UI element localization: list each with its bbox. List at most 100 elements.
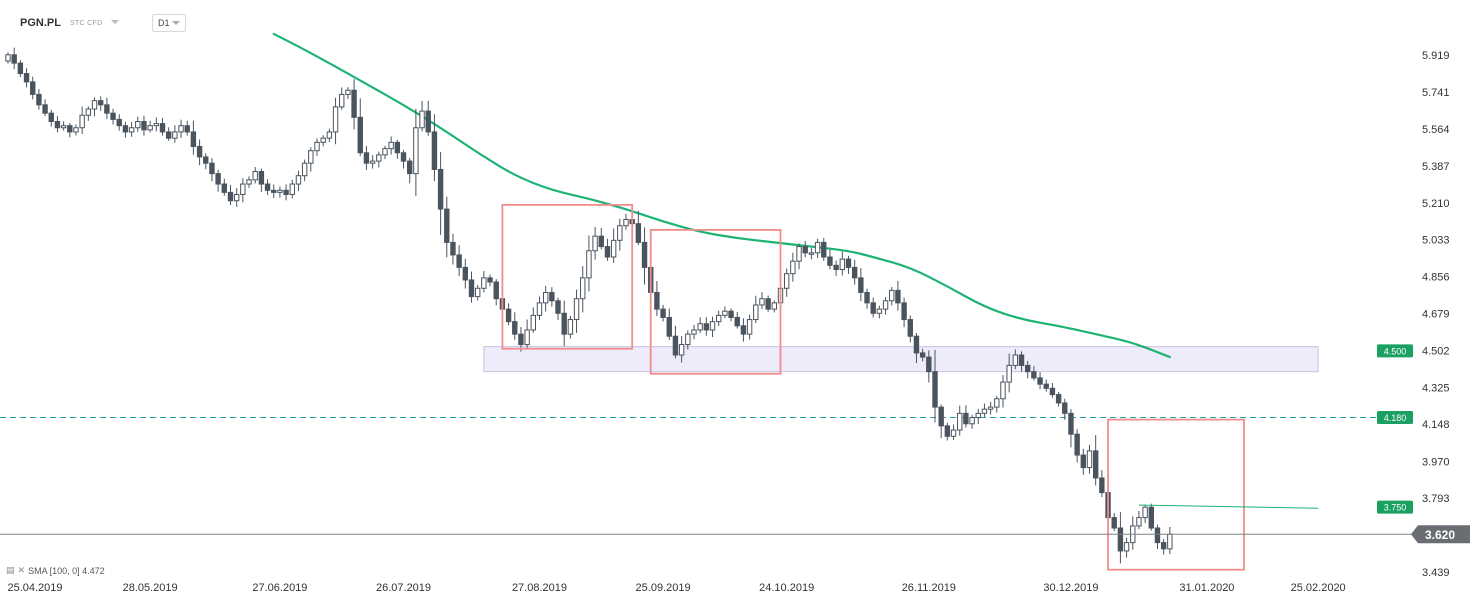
candle <box>802 241 808 258</box>
candle <box>283 184 289 201</box>
candle-body <box>1068 412 1074 435</box>
candle <box>1148 503 1154 531</box>
close-icon[interactable]: ✕ <box>17 565 26 575</box>
candle-body <box>697 323 703 331</box>
candle <box>1018 351 1025 372</box>
candle-body <box>678 344 685 356</box>
candle-body <box>209 162 215 175</box>
candle-body <box>116 118 122 127</box>
candle <box>703 317 710 336</box>
candle-body <box>240 183 246 195</box>
candle-body <box>141 121 147 131</box>
candle-body <box>481 277 487 289</box>
candle <box>54 116 61 133</box>
candle-body <box>660 308 666 318</box>
level-badge: 4.180 <box>1377 411 1413 425</box>
candle <box>326 128 333 143</box>
candle <box>468 271 475 303</box>
annotation-box-3 <box>1107 418 1245 571</box>
candle-body <box>536 302 543 316</box>
candle-body <box>394 141 401 154</box>
symbol-label: PGN.PL <box>20 17 61 29</box>
candle-body <box>870 302 876 314</box>
symbol-dropdown-chevron-icon[interactable] <box>111 20 119 24</box>
candle <box>110 108 116 125</box>
candle-body <box>703 323 710 331</box>
candle-body <box>858 277 864 293</box>
candle-body <box>839 258 845 271</box>
candle <box>320 135 326 147</box>
timeframe-select[interactable]: D1 <box>152 14 186 32</box>
candle-body <box>159 123 166 133</box>
candle-body <box>542 291 549 304</box>
current-price-badge: 3.620 <box>1411 525 1470 544</box>
candle <box>394 139 401 159</box>
candle-body <box>765 298 771 310</box>
candle <box>419 100 425 132</box>
candle-body <box>339 93 345 108</box>
candle <box>858 268 864 302</box>
candle-body <box>128 127 135 133</box>
candle <box>1049 383 1056 398</box>
x-tick-label: 26.11.2019 <box>902 582 956 594</box>
candle <box>11 47 17 70</box>
candle-body <box>23 73 30 83</box>
candle-body <box>1043 383 1049 389</box>
candle <box>178 119 184 139</box>
support-zone <box>483 346 1319 373</box>
candle <box>1086 444 1093 474</box>
candle <box>555 297 561 320</box>
candle <box>252 167 258 184</box>
chevron-down-icon <box>172 21 180 25</box>
level-badge-bg <box>1377 344 1413 358</box>
candle <box>1031 366 1037 381</box>
candle-body <box>369 160 376 164</box>
candle-body <box>60 125 67 129</box>
candle <box>444 196 450 258</box>
level-badge-label: 3.750 <box>1384 503 1407 513</box>
candle-body <box>635 223 642 243</box>
candle-body <box>295 175 302 185</box>
candle <box>30 76 36 100</box>
candle-body <box>104 104 110 114</box>
candle <box>332 97 339 145</box>
level-badge-bg <box>1377 411 1413 425</box>
candle <box>969 414 975 429</box>
candle-body <box>654 291 660 310</box>
candle <box>654 281 660 316</box>
candle-body <box>17 62 24 75</box>
annotation-box-1 <box>501 203 634 350</box>
layers-icon[interactable]: ▤ <box>6 565 15 575</box>
candle <box>505 303 512 326</box>
candle <box>617 218 623 251</box>
y-tick-label: 4.679 <box>1422 309 1450 321</box>
candle <box>1037 372 1043 390</box>
candle <box>271 184 277 199</box>
y-tick-label: 3.970 <box>1422 456 1450 468</box>
y-tick-label: 4.502 <box>1422 345 1450 357</box>
candle <box>215 169 221 192</box>
candle <box>944 422 951 441</box>
x-tick-label: 25.09.2019 <box>636 582 691 594</box>
candle-body <box>851 266 858 279</box>
candle <box>728 308 734 322</box>
candle-body <box>981 408 988 414</box>
candle <box>845 255 852 274</box>
candle <box>407 158 413 184</box>
candle-body <box>314 141 320 152</box>
candle <box>783 268 790 297</box>
candle-body <box>413 127 419 175</box>
candle <box>369 155 376 169</box>
candle-body <box>308 150 314 164</box>
candle-body <box>1025 364 1031 373</box>
candle <box>882 297 889 315</box>
candle <box>345 87 351 99</box>
candle-body <box>1006 364 1012 383</box>
candle-body <box>283 189 289 195</box>
candle <box>833 260 839 276</box>
candle <box>295 170 302 192</box>
candle-body <box>1062 402 1068 414</box>
candle <box>141 115 147 136</box>
